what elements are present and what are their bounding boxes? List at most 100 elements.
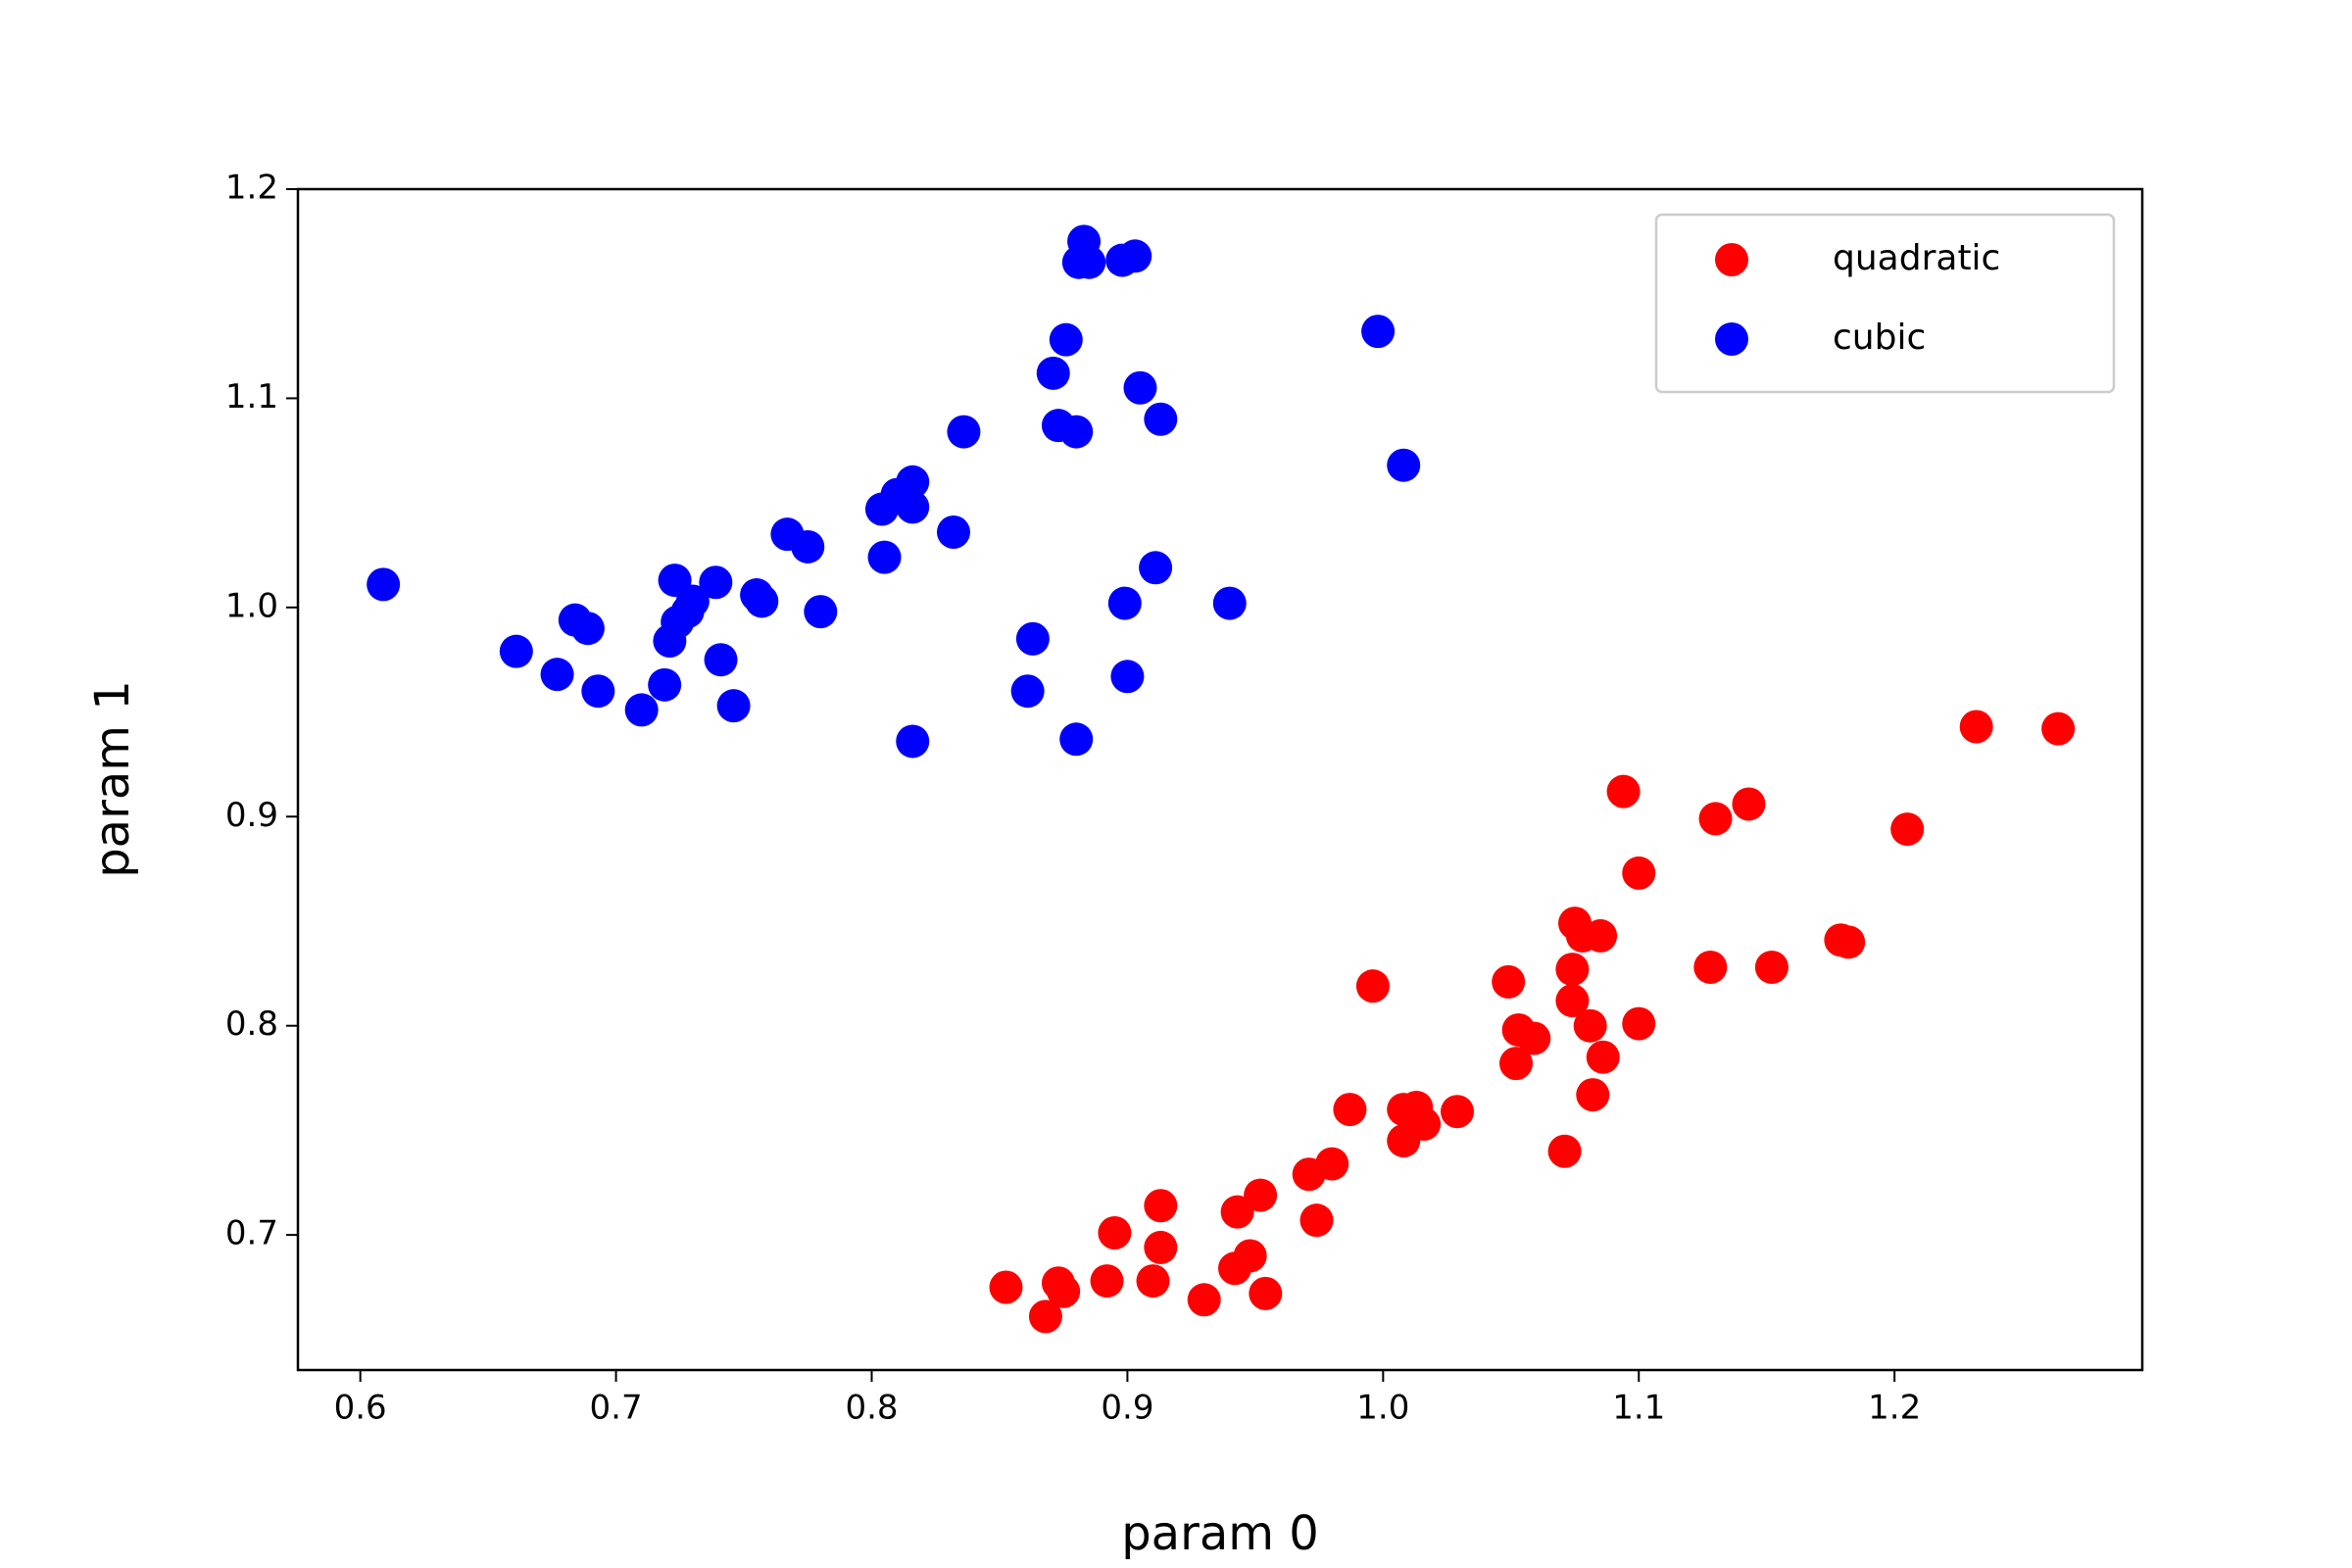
y-tick-label: 1.1 xyxy=(225,377,278,416)
point xyxy=(1333,1093,1367,1127)
point xyxy=(1441,1095,1475,1129)
y-tick-label: 1.2 xyxy=(225,169,278,208)
x-tick-label: 1.2 xyxy=(1868,1389,1921,1428)
point xyxy=(1090,1264,1124,1298)
point xyxy=(1144,1230,1178,1264)
point xyxy=(367,567,401,602)
y-tick-label: 0.8 xyxy=(225,1004,278,1044)
point xyxy=(1754,950,1788,984)
legend-marker xyxy=(1715,322,1748,356)
legend-box xyxy=(1654,213,2116,394)
x-tick-label: 0.6 xyxy=(334,1389,387,1428)
point xyxy=(1139,551,1173,585)
point xyxy=(1144,1189,1178,1223)
legend: quadratic cubic xyxy=(1654,213,2116,394)
point xyxy=(1387,448,1421,482)
point xyxy=(699,565,733,600)
point xyxy=(1107,586,1142,620)
point xyxy=(1118,239,1152,273)
point xyxy=(1890,812,1925,847)
point xyxy=(1732,787,1766,821)
point xyxy=(1576,1078,1610,1112)
x-tick-label: 0.8 xyxy=(845,1389,898,1428)
point xyxy=(1220,1195,1254,1229)
point xyxy=(499,634,533,668)
point xyxy=(1072,245,1106,279)
point xyxy=(1015,621,1050,656)
point xyxy=(989,1270,1023,1304)
point xyxy=(1233,1239,1267,1273)
point xyxy=(1492,964,1526,999)
point xyxy=(1573,1008,1607,1043)
point xyxy=(1555,984,1590,1018)
legend-marker xyxy=(1715,243,1748,276)
point xyxy=(675,584,710,618)
point xyxy=(1832,925,1866,959)
point xyxy=(648,667,682,702)
y-tick-label: 0.7 xyxy=(225,1214,278,1253)
point xyxy=(867,540,902,574)
point xyxy=(1123,370,1157,405)
point xyxy=(1361,315,1396,349)
point xyxy=(1499,1047,1534,1081)
point xyxy=(936,515,970,550)
y-tick-label: 0.9 xyxy=(225,796,278,835)
point xyxy=(1622,1006,1656,1041)
point xyxy=(1693,950,1728,984)
point xyxy=(1355,969,1390,1004)
point xyxy=(1584,918,1618,953)
point xyxy=(1555,953,1590,987)
point xyxy=(1299,1203,1334,1238)
legend-label: cubic xyxy=(1833,318,1926,358)
series xyxy=(367,224,1421,759)
point xyxy=(1049,322,1083,357)
x-tick-label: 1.1 xyxy=(1612,1389,1665,1428)
legend-label: quadratic xyxy=(1833,238,2000,278)
plot-frame xyxy=(296,187,2144,1372)
point xyxy=(1959,710,1993,744)
point xyxy=(1110,660,1145,694)
x-tick-label: 1.0 xyxy=(1356,1389,1409,1428)
point xyxy=(1622,856,1656,890)
point xyxy=(581,674,615,709)
point xyxy=(570,612,605,646)
x-tick-label: 0.7 xyxy=(590,1389,643,1428)
point xyxy=(1059,722,1094,757)
point xyxy=(540,658,574,692)
point xyxy=(1315,1147,1349,1181)
point xyxy=(716,689,751,723)
point xyxy=(1407,1107,1442,1142)
point xyxy=(1606,774,1641,808)
point xyxy=(1244,1178,1278,1212)
point xyxy=(804,595,838,629)
point xyxy=(947,415,981,449)
point xyxy=(791,529,825,564)
point xyxy=(896,724,930,759)
point xyxy=(745,584,779,618)
point xyxy=(1547,1134,1582,1168)
point xyxy=(624,693,659,727)
point xyxy=(896,490,930,524)
x-tick-label: 0.9 xyxy=(1101,1389,1153,1428)
point xyxy=(1036,356,1070,390)
point xyxy=(1249,1276,1283,1310)
point xyxy=(896,465,930,499)
point xyxy=(1586,1040,1620,1074)
point xyxy=(1010,674,1045,709)
point xyxy=(1187,1283,1221,1317)
point xyxy=(1136,1264,1170,1298)
point xyxy=(1098,1215,1132,1250)
point xyxy=(1698,802,1733,836)
series xyxy=(989,710,2076,1334)
point xyxy=(1059,415,1094,449)
point xyxy=(1212,586,1247,620)
point xyxy=(704,643,738,677)
point xyxy=(1028,1299,1062,1334)
point xyxy=(2041,711,2076,746)
point xyxy=(1144,402,1178,436)
y-axis-label: param 1 xyxy=(85,680,140,878)
point xyxy=(1517,1021,1551,1055)
x-axis-label: param 0 xyxy=(1121,1506,1319,1561)
